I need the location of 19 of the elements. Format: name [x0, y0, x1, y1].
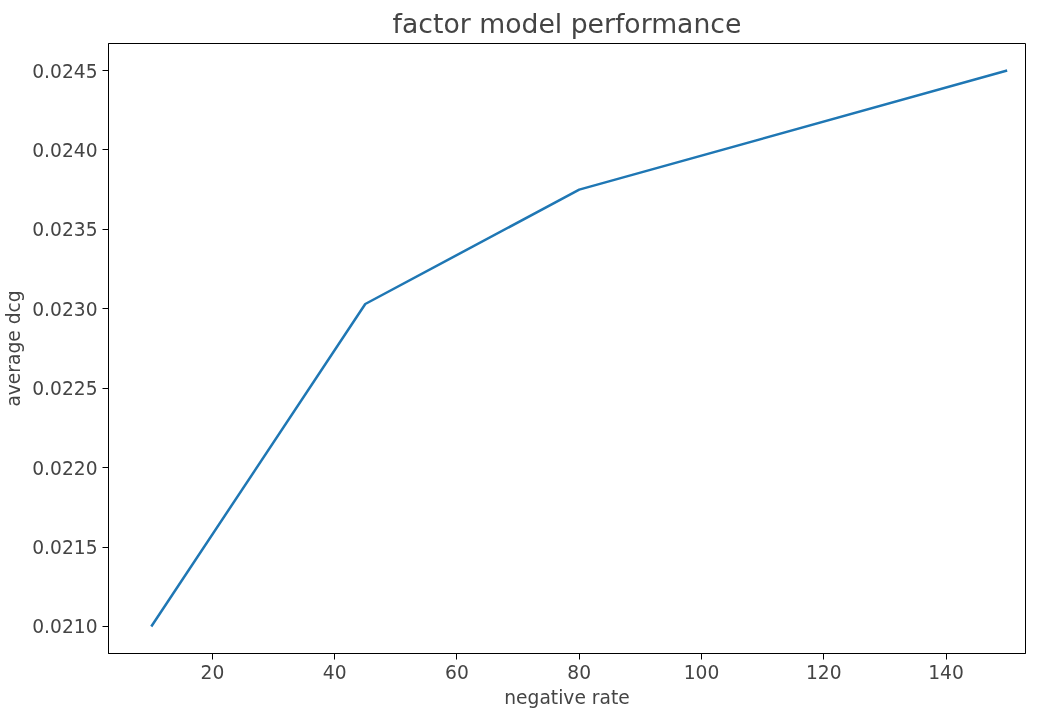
y-tick-label: 0.0210: [32, 616, 98, 638]
x-tick-label: 80: [567, 661, 592, 683]
x-tick-label: 20: [200, 661, 225, 683]
y-tick-label: 0.0245: [32, 60, 98, 82]
y-tick-label: 0.0215: [32, 537, 98, 559]
x-tick-label: 100: [683, 661, 720, 683]
y-tick-label: 0.0230: [32, 298, 98, 320]
y-tick-label: 0.0220: [32, 457, 98, 479]
x-tick-label: 120: [805, 661, 842, 683]
x-tick-label: 140: [928, 661, 964, 683]
line-series: [150, 69, 1009, 628]
x-tick-label: 60: [445, 661, 469, 683]
chart-title: factor model performance: [392, 7, 742, 39]
y-tick-label: 0.0235: [32, 219, 98, 241]
y-axis-title: average dcg: [3, 290, 25, 407]
x-tick-label: 40: [322, 661, 347, 683]
y-tick-label: 0.0240: [32, 139, 98, 161]
x-axis-title: negative rate: [504, 686, 630, 708]
y-tick-label: 0.0225: [32, 378, 98, 400]
